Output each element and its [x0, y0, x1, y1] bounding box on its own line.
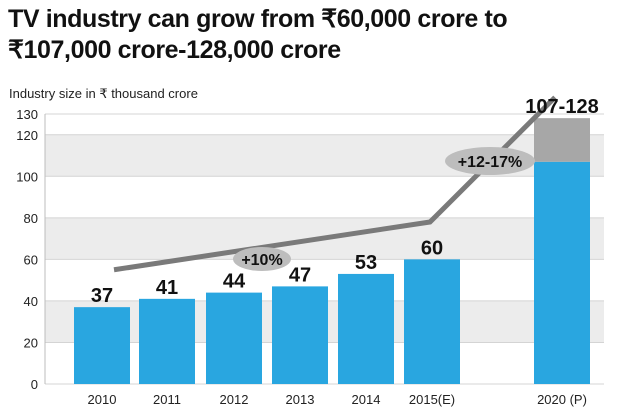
y-tick-label: 20: [24, 335, 38, 350]
title-line-1: TV industry can grow from ₹60,000 crore …: [8, 5, 508, 33]
bar: [404, 259, 460, 384]
annotation-label: +10%: [241, 252, 282, 269]
x-tick-label: 2013: [286, 392, 315, 407]
y-tick-label: 60: [24, 252, 38, 267]
bar: [206, 292, 262, 384]
data-label: 60: [421, 237, 443, 259]
trend-line: [113, 95, 557, 273]
bar: [74, 307, 130, 384]
data-label: 41: [156, 277, 178, 299]
annotation-bubble: [445, 147, 535, 175]
y-axis-label: Industry size in ₹ thousand crore: [9, 86, 198, 101]
bar-range-segment: [534, 118, 590, 162]
y-tick-label: 120: [16, 128, 38, 143]
bar: [338, 273, 394, 384]
y-tick-label: 80: [24, 211, 38, 226]
chart-title: TV industry can grow from ₹60,000 crore …: [8, 4, 616, 66]
x-tick-label: 2010: [88, 392, 117, 407]
annotation-bubble: [233, 247, 291, 271]
y-tick-label: 40: [24, 294, 38, 309]
annotation-label: +12-17%: [458, 154, 523, 171]
y-tick-label: 0: [31, 377, 38, 392]
title-line-2: ₹107,000 crore-128,000 crore: [8, 36, 341, 64]
data-label: 107-128: [525, 96, 598, 118]
bar: [534, 161, 590, 384]
x-tick-label: 2015(E): [409, 392, 455, 407]
x-tick-label: 2014: [352, 392, 381, 407]
y-tick-label: 100: [16, 169, 38, 184]
y-tick-label: 130: [16, 107, 38, 122]
x-tick-label: 2020 (P): [537, 392, 587, 407]
data-label: 47: [289, 264, 311, 286]
x-tick-label: 2011: [153, 392, 181, 407]
data-label: 37: [91, 285, 113, 307]
data-label: 53: [355, 252, 377, 274]
x-tick-label: 2012: [220, 392, 249, 407]
bar: [272, 286, 328, 384]
bar: [139, 298, 195, 384]
data-label: 44: [223, 271, 246, 293]
